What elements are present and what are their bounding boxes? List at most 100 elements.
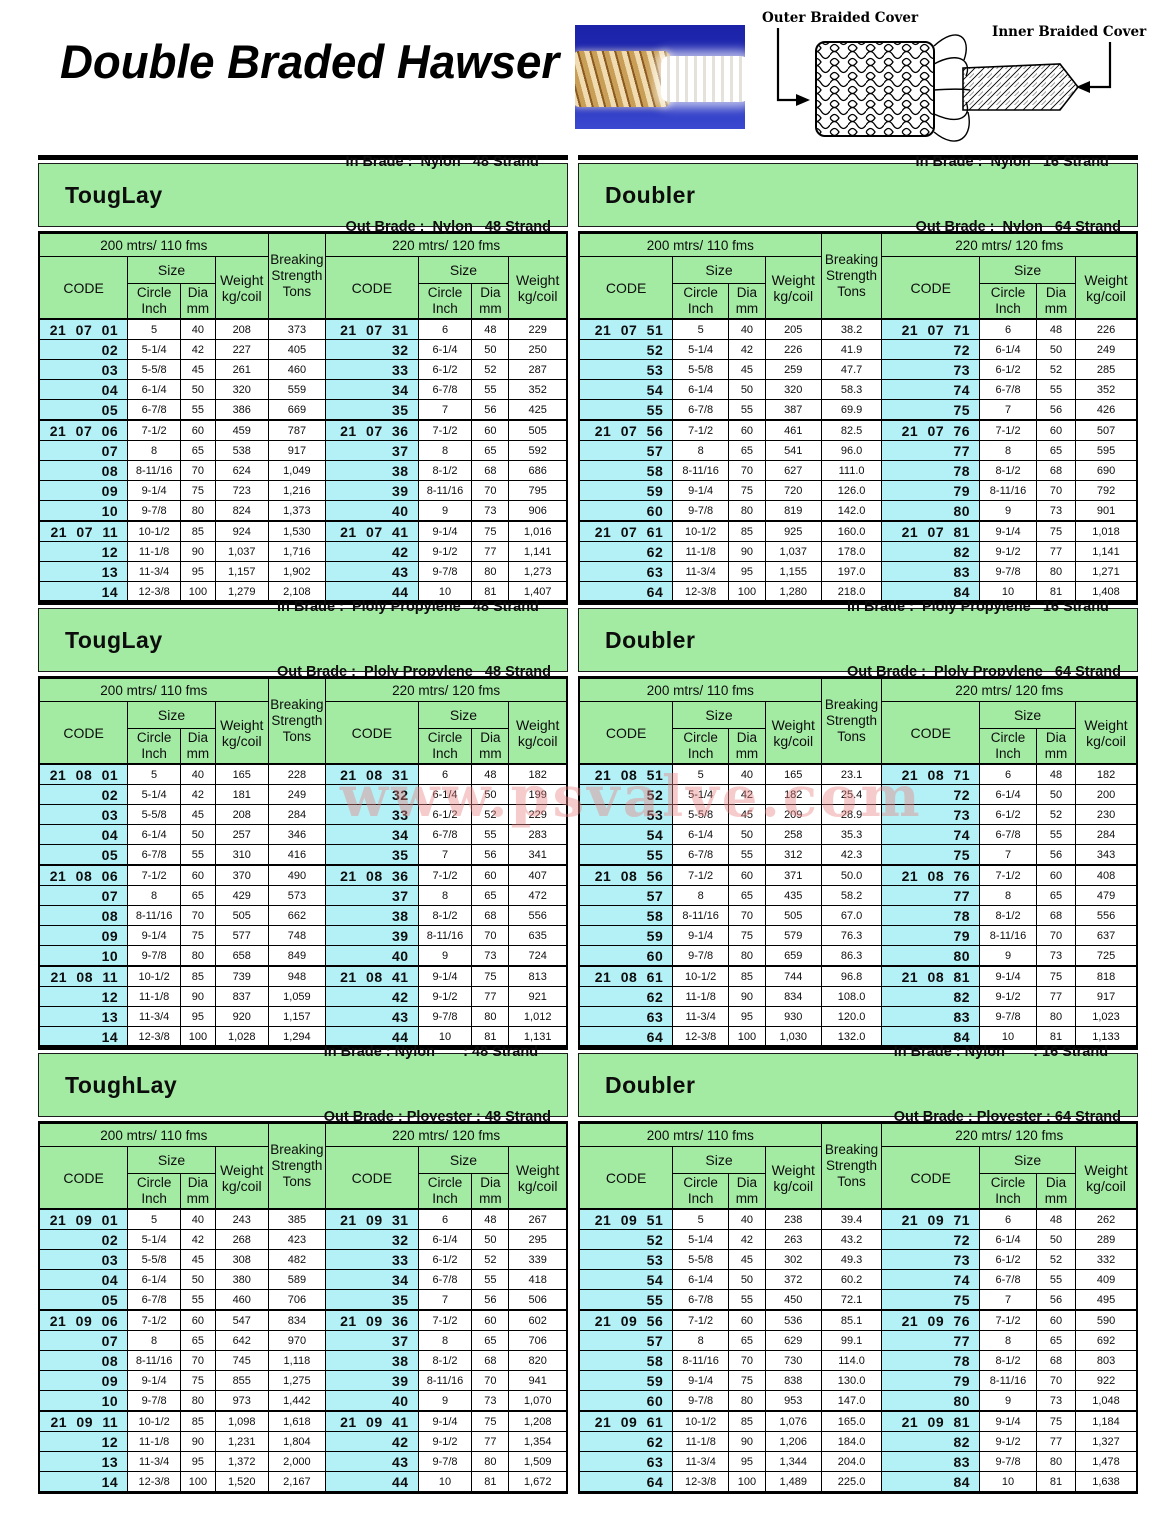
dia-mm-cell: 73: [471, 1390, 510, 1412]
circle-inch-cell: 8-11/16: [672, 905, 730, 926]
outer-label-arrowhead: [796, 94, 810, 106]
circle-inch-cell: 6-1/4: [672, 379, 730, 400]
col-header-size: Size: [417, 701, 510, 729]
dia-mm-cell: 52: [471, 359, 510, 380]
circle-inch-cell: 7-1/2: [127, 864, 181, 886]
code-cell: 80: [881, 945, 981, 967]
weight-cell: 285: [1075, 359, 1138, 380]
code-cell: 59: [578, 1370, 674, 1391]
circle-inch-cell: 8-11/16: [672, 460, 730, 481]
breaking-strength-cell: 662: [267, 905, 327, 926]
weight-cell: 1,048: [1075, 1390, 1138, 1412]
dia-mm-cell: 60: [1035, 419, 1077, 441]
breaking-strength-cell: 385: [267, 1208, 327, 1230]
code-cell: 82: [881, 1431, 981, 1452]
table-row: 58 8-11/16 70 505 67.0 78 8-1/2 68 556: [578, 905, 1138, 926]
dia-mm-cell: 75: [471, 965, 510, 987]
code-cell: 84: [881, 581, 981, 603]
col-header-code: CODE: [881, 701, 981, 765]
weight-cell: 1,273: [508, 561, 568, 582]
rope-photo-braided-end: [575, 51, 675, 107]
weight-cell: 706: [508, 1330, 568, 1351]
brade-spec: In Brade : Ploly Propylene 48 Strand Out…: [277, 553, 557, 727]
weight-cell: 387: [764, 399, 822, 421]
code-cell: 10: [38, 500, 129, 522]
weight-cell: 258: [764, 824, 822, 845]
weight-cell: 505: [764, 905, 822, 926]
code-cell: 77: [881, 1330, 981, 1351]
table-name: Doubler: [605, 181, 696, 208]
col-header-circle-inch: Circle Inch: [417, 728, 473, 765]
circle-inch-cell: 9-1/4: [417, 965, 473, 987]
circle-inch-cell: 6-1/4: [672, 824, 730, 845]
table-title-band: Doubler In Brade : Nylon : 16 Strand Out…: [578, 1044, 1138, 1125]
circle-inch-cell: 12-3/8: [672, 1026, 730, 1048]
circle-inch-cell: 8-11/16: [417, 480, 473, 501]
weight-cell: 460: [214, 1289, 269, 1311]
code-cell: 60: [578, 945, 674, 967]
code-cell: 75: [881, 844, 981, 866]
circle-inch-cell: 9-1/4: [672, 1370, 730, 1391]
table-row: 08 8-11/16 70 745 1,118 38 8-1/2 68 820: [38, 1350, 568, 1371]
table-row: 07 8 65 429 573 37 8 65 472: [38, 885, 568, 906]
weight-cell: 813: [508, 965, 568, 987]
code-cell: 39: [325, 480, 419, 501]
dia-mm-cell: 48: [1035, 763, 1077, 785]
circle-inch-cell: 6-7/8: [979, 379, 1037, 400]
code-cell: 79: [881, 1370, 981, 1391]
table-row: 21 07 61 10-1/2 85 925 160.0 21 07 81 9-1/4 75 1…: [578, 520, 1138, 542]
circle-inch-cell: 5: [672, 763, 730, 785]
circle-inch-cell: 5: [127, 318, 181, 340]
weight-cell: 837: [214, 986, 269, 1007]
column-header-row: CODE Size Weight kg/coil CODE Size Weigh…: [578, 1146, 1138, 1210]
circle-inch-cell: 11-1/8: [127, 1431, 181, 1452]
circle-inch-cell: 11-1/8: [672, 986, 730, 1007]
circle-inch-cell: 8: [127, 440, 181, 461]
code-cell: 74: [881, 379, 981, 400]
dia-mm-cell: 42: [180, 339, 216, 360]
table-row: 10 9-7/8 80 824 1,373 40 9 73 906: [38, 500, 568, 522]
weight-cell: 1,638: [1075, 1471, 1138, 1493]
breaking-strength-cell: 1,442: [267, 1390, 327, 1412]
table-row: 09 9-1/4 75 723 1,216 39 8-11/16 70 795: [38, 480, 568, 501]
dia-mm-cell: 60: [180, 1309, 216, 1331]
circle-inch-cell: 6-1/4: [979, 784, 1037, 805]
weight-cell: 320: [214, 379, 269, 400]
weight-cell: 1,098: [214, 1410, 269, 1432]
code-cell: 78: [881, 1350, 981, 1371]
code-cell: 08: [38, 1350, 129, 1371]
rope-photo: [575, 25, 745, 129]
dia-mm-cell: 40: [180, 318, 216, 340]
table-top-rule: [38, 1045, 568, 1050]
table-row: 05 6-7/8 55 386 669 35 7 56 425: [38, 399, 568, 421]
spec-table: 200 mtrs/ 110 fms Breaking Strength Tons…: [578, 231, 1138, 604]
dia-mm-cell: 80: [180, 500, 216, 522]
col-header-code: CODE: [325, 701, 419, 765]
code-cell: 63: [578, 561, 674, 582]
column-header-row: CODE Size Weight kg/coil CODE Size Weigh…: [578, 701, 1138, 765]
weight-cell: 795: [508, 480, 568, 501]
weight-cell: 284: [1075, 824, 1138, 845]
weight-cell: 261: [214, 359, 269, 380]
weight-cell: 1,280: [764, 581, 822, 603]
code-cell: 40: [325, 945, 419, 967]
code-cell: 84: [881, 1026, 981, 1048]
dia-mm-cell: 50: [728, 1269, 766, 1290]
circle-inch-cell: 9-7/8: [979, 561, 1037, 582]
breaking-strength-cell: 218.0: [820, 581, 883, 603]
dia-mm-cell: 50: [471, 339, 510, 360]
code-cell: 43: [325, 1451, 419, 1472]
circle-inch-cell: 11-3/4: [127, 1006, 181, 1027]
code-cell: 03: [38, 359, 129, 380]
weight-cell: 1,157: [214, 561, 269, 582]
circle-inch-cell: 5-5/8: [672, 804, 730, 825]
weight-cell: 208: [214, 804, 269, 825]
circle-inch-cell: 8: [672, 885, 730, 906]
col-header-breaking-strength: Breaking Strength Tons: [267, 232, 327, 320]
breaking-strength-cell: 42.3: [820, 844, 883, 866]
circle-inch-cell: 9-7/8: [672, 1390, 730, 1412]
dia-mm-cell: 80: [180, 1390, 216, 1412]
weight-cell: 435: [764, 885, 822, 906]
code-cell: 58: [578, 460, 674, 481]
code-cell: 02: [38, 1229, 129, 1250]
